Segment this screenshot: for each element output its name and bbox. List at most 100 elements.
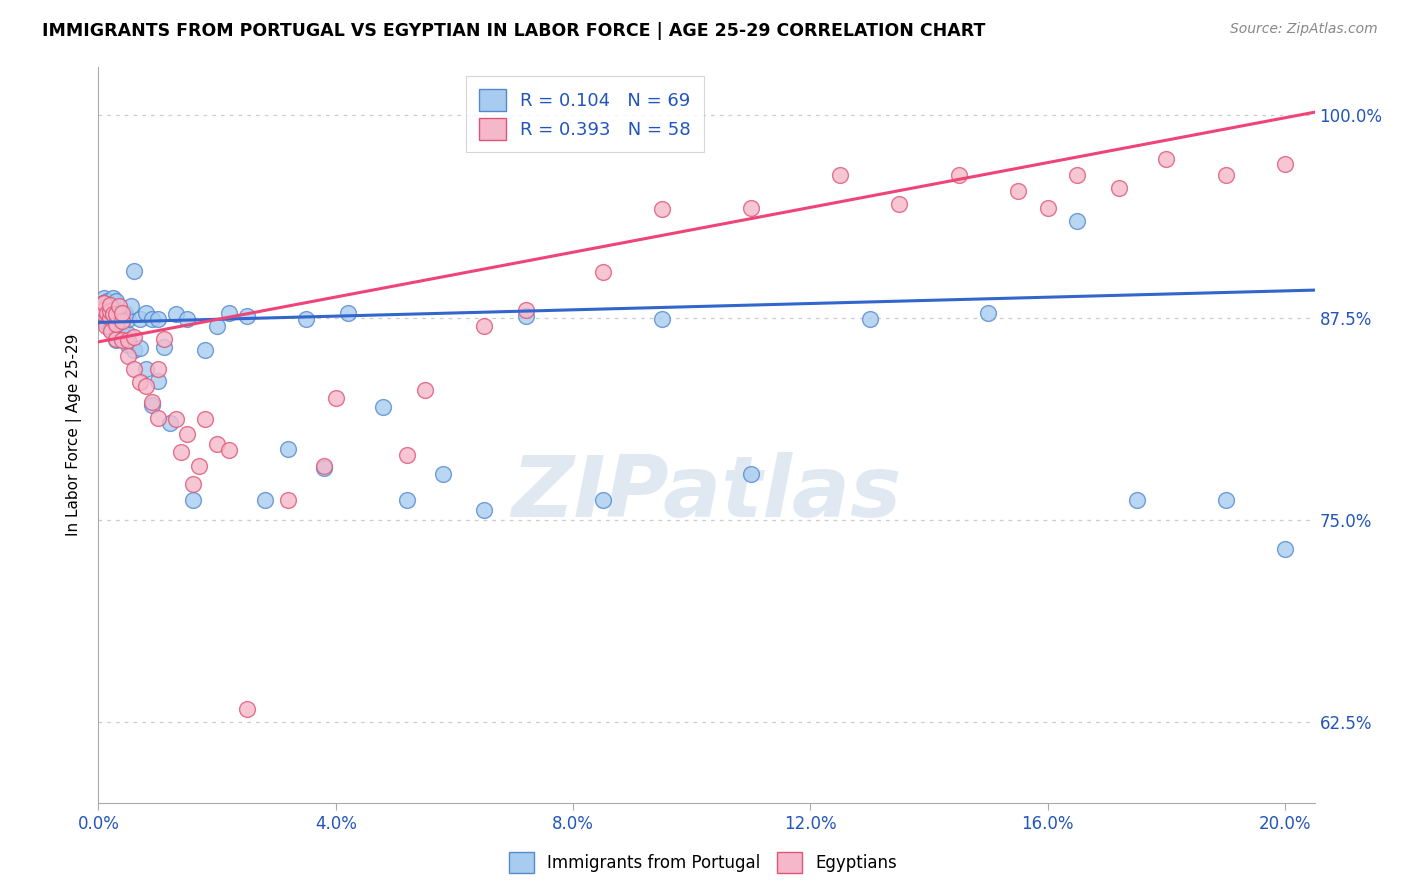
Point (1274, 157, 1296, 171)
Point (336, 306, 359, 320)
Point (141, 398, 163, 412)
Legend: R = 0.104   N = 69, R = 0.393   N = 58: R = 0.104 N = 69, R = 0.393 N = 58 (467, 76, 703, 153)
Point (90, 301, 112, 315)
Point (120, 299, 142, 313)
Point (395, 448, 418, 462)
Point (91, 296, 114, 310)
Point (111, 306, 134, 320)
Point (977, 306, 1000, 320)
Point (98, 298, 121, 312)
Point (114, 306, 136, 320)
Point (194, 343, 217, 357)
Point (295, 312, 318, 326)
Point (205, 318, 228, 333)
Point (122, 263, 145, 277)
Point (98, 304, 121, 318)
Point (105, 294, 128, 309)
Point (651, 312, 673, 326)
Point (93, 296, 115, 310)
Point (159, 416, 181, 430)
Point (277, 442, 299, 456)
Point (325, 392, 347, 406)
Point (183, 477, 205, 491)
Point (98, 298, 121, 312)
Point (218, 306, 240, 320)
Point (651, 202, 673, 217)
Point (100, 317, 122, 331)
Point (117, 333, 139, 347)
Legend: Immigrants from Portugal, Egyptians: Immigrants from Portugal, Egyptians (502, 846, 904, 880)
Point (859, 312, 882, 326)
Y-axis label: In Labor Force | Age 25-29: In Labor Force | Age 25-29 (66, 334, 83, 536)
Point (194, 412, 217, 426)
Point (117, 312, 139, 326)
Point (117, 350, 139, 364)
Point (117, 326, 139, 341)
Point (135, 378, 157, 392)
Point (94, 318, 117, 333)
Point (96, 304, 118, 318)
Point (413, 384, 436, 398)
Point (96, 306, 118, 320)
Point (111, 306, 134, 320)
Point (1156, 152, 1178, 166)
Point (1274, 541, 1296, 556)
Point (108, 299, 131, 313)
Point (90, 302, 112, 317)
Point (146, 410, 169, 425)
Point (122, 343, 145, 357)
Point (277, 493, 299, 508)
Point (312, 461, 335, 475)
Point (105, 309, 128, 323)
Point (141, 312, 163, 326)
Point (111, 332, 134, 346)
Point (515, 309, 537, 323)
Point (515, 302, 537, 317)
Point (103, 291, 125, 305)
Point (129, 312, 152, 326)
Point (141, 394, 163, 409)
Point (98, 322, 121, 336)
Point (105, 307, 128, 321)
Point (889, 197, 911, 211)
Point (90, 310, 112, 325)
Point (1215, 493, 1237, 508)
Point (93, 307, 115, 321)
Point (165, 412, 187, 426)
Point (152, 332, 174, 346)
Point (828, 168, 851, 182)
Point (205, 436, 228, 450)
Point (312, 459, 335, 474)
Point (1066, 213, 1088, 227)
Point (96, 294, 118, 309)
Point (111, 333, 134, 347)
Point (129, 376, 152, 390)
Point (146, 374, 169, 388)
Point (105, 317, 128, 331)
Point (108, 309, 131, 323)
Point (165, 307, 187, 321)
Point (1125, 493, 1147, 508)
Point (122, 362, 145, 376)
Point (105, 302, 128, 317)
Point (170, 445, 193, 459)
Point (93, 302, 115, 317)
Point (111, 318, 134, 333)
Point (112, 312, 135, 326)
Point (100, 324, 122, 338)
Point (253, 493, 276, 508)
Point (1036, 201, 1059, 215)
Point (218, 443, 240, 458)
Point (1066, 168, 1088, 182)
Point (105, 332, 128, 346)
Point (105, 318, 128, 333)
Point (395, 493, 418, 508)
Point (98, 310, 121, 325)
Point (98, 310, 121, 325)
Point (592, 265, 614, 279)
Point (107, 318, 129, 333)
Point (1215, 168, 1237, 182)
Point (740, 201, 762, 215)
Point (176, 312, 198, 326)
Text: IMMIGRANTS FROM PORTUGAL VS EGYPTIAN IN LABOR FORCE | AGE 25-29 CORRELATION CHAR: IMMIGRANTS FROM PORTUGAL VS EGYPTIAN IN … (42, 22, 986, 40)
